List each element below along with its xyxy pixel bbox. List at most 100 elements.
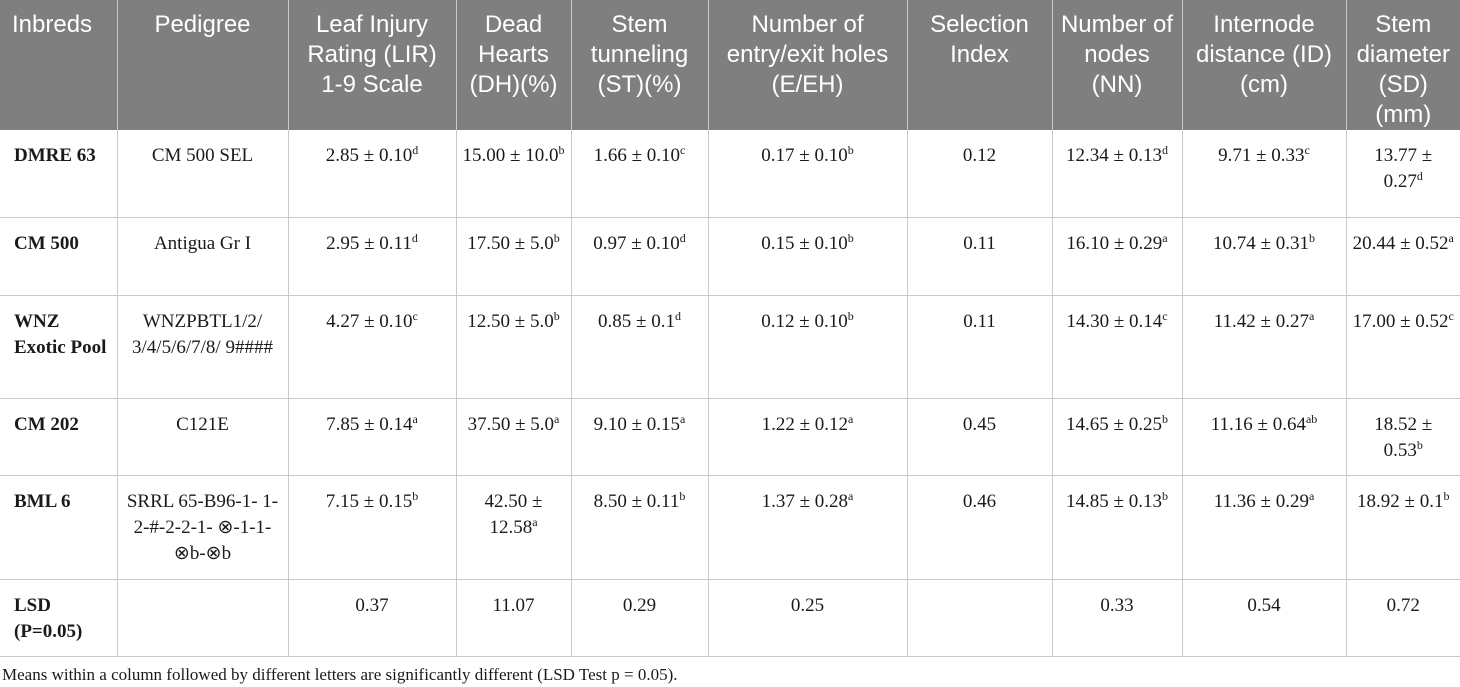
significance-letter: d: [1161, 143, 1168, 157]
cell-lir: 0.37: [288, 579, 457, 657]
significance-letter: a: [554, 411, 560, 426]
value: 20.44 ± 0.52: [1352, 232, 1449, 254]
value: 16.10 ± 0.29: [1066, 232, 1163, 254]
value: 0.17 ± 0.10: [761, 145, 848, 166]
header-entry-exit-holes: Number of entry/exit holes (E/EH): [708, 0, 908, 130]
value: 14.65 ± 0.25: [1066, 413, 1162, 435]
cell-pedigree: WNZPBTL1/2/ 3/4/5/6/7/8/ 9####: [117, 295, 289, 399]
significance-letter: a: [680, 411, 686, 426]
cell-selection-index: 0.45: [907, 398, 1053, 476]
value: 17.50 ± 5.0: [467, 232, 554, 254]
significance-letter: b: [558, 143, 565, 157]
significance-letter: c: [680, 143, 686, 157]
cell-selection-index: 0.11: [907, 217, 1053, 296]
header-leaf-injury-rating: Leaf Injury Rating (LIR) 1-9 Scale: [288, 0, 457, 130]
significance-letter: b: [1161, 488, 1168, 503]
significance-letter: b: [847, 143, 854, 157]
significance-letter: b: [553, 308, 560, 323]
value: 9.10 ± 0.15: [593, 413, 681, 435]
value: 0.54: [1247, 594, 1281, 616]
significance-letter: a: [848, 411, 854, 426]
value: 0.15 ± 0.10: [761, 232, 848, 254]
header-stem-diameter: Stem diameter (SD) (mm): [1346, 0, 1460, 130]
value: 12.34 ± 0.13: [1066, 145, 1162, 166]
value: 0.37: [355, 594, 389, 616]
cell-eeh: 0.17 ± 0.10b: [708, 130, 908, 218]
value: 0.33: [1100, 594, 1134, 616]
significance-letter: d: [412, 143, 419, 157]
significance-letter: a: [1308, 488, 1315, 503]
cell-lir: 7.85 ± 0.14a: [288, 398, 457, 476]
cell-pedigree: C121E: [117, 398, 289, 476]
value: 13.77 ± 0.27: [1374, 145, 1433, 192]
cell-sd: 18.92 ± 0.1b: [1346, 475, 1460, 580]
cell-pedigree: Antigua Gr I: [117, 217, 289, 296]
significance-letter: b: [412, 488, 419, 503]
header-inbreds: Inbreds: [0, 0, 118, 130]
table-row: BML 6 SRRL 65-B96-1- 1-2-#-2-2-1- ⊗-1-1-…: [0, 475, 1460, 580]
cell-st: 9.10 ± 0.15a: [571, 398, 709, 476]
cell-dh: 17.50 ± 5.0b: [456, 217, 572, 296]
significance-letter: a: [848, 488, 854, 503]
significance-letter: b: [847, 308, 854, 323]
significance-letter: b: [1308, 230, 1315, 245]
cell-eeh: 1.37 ± 0.28a: [708, 475, 908, 580]
cell-dh: 11.07: [456, 579, 572, 657]
cell-sd: 20.44 ± 0.52a: [1346, 217, 1460, 296]
header-internode-distance: Internode distance (ID) (cm): [1182, 0, 1347, 130]
value: 0.25: [790, 594, 825, 616]
cell-eeh: 0.25: [708, 579, 908, 657]
value: 11.07: [492, 594, 535, 616]
value: 11.36 ± 0.29: [1213, 490, 1309, 512]
cell-nn: 12.34 ± 0.13d: [1052, 130, 1183, 218]
cell-eeh: 1.22 ± 0.12a: [708, 398, 908, 476]
cell-sd: 18.52 ± 0.53b: [1346, 398, 1460, 476]
table-row: DMRE 63 CM 500 SEL 2.85 ± 0.10d 15.00 ± …: [0, 130, 1460, 218]
cell-st: 0.85 ± 0.1d: [571, 295, 709, 399]
cell-pedigree: [117, 579, 289, 657]
significance-letter: d: [1416, 169, 1423, 183]
cell-id: 11.36 ± 0.29a: [1182, 475, 1347, 580]
value: 2.85 ± 0.10: [325, 145, 413, 166]
value: 18.52 ± 0.53: [1374, 413, 1433, 461]
cell-st: 8.50 ± 0.11b: [571, 475, 709, 580]
cell-selection-index: 0.12: [907, 130, 1053, 218]
cell-nn: 0.33: [1052, 579, 1183, 657]
cell-dh: 37.50 ± 5.0a: [456, 398, 572, 476]
cell-dh: 15.00 ± 10.0b: [456, 130, 572, 218]
cell-sd: 13.77 ± 0.27d: [1346, 130, 1460, 218]
significance-letter: b: [1161, 411, 1168, 426]
value: 0.72: [1386, 594, 1420, 616]
cell-selection-index: 0.46: [907, 475, 1053, 580]
cell-eeh: 0.12 ± 0.10b: [708, 295, 908, 399]
significance-letter: ab: [1305, 411, 1318, 426]
cell-selection-index: 0.11: [907, 295, 1053, 399]
significance-letter: a: [1448, 230, 1454, 245]
value: 10.74 ± 0.31: [1213, 232, 1309, 254]
cell-st: 1.66 ± 0.10c: [571, 130, 709, 218]
table-row: CM 500 Antigua Gr I 2.95 ± 0.11d 17.50 ±…: [0, 217, 1460, 296]
cell-nn: 14.30 ± 0.14c: [1052, 295, 1183, 399]
value: 18.92 ± 0.1: [1357, 490, 1444, 512]
significance-letter: c: [1162, 308, 1168, 323]
significance-letter: c: [412, 308, 418, 323]
value: 1.37 ± 0.28: [761, 490, 849, 512]
cell-lir: 2.85 ± 0.10d: [288, 130, 457, 218]
cell-inbred: CM 500: [0, 217, 118, 296]
significance-letter: a: [1308, 308, 1315, 323]
header-stem-tunneling: Stem tunneling (ST)(%): [571, 0, 709, 130]
cell-dh: 42.50 ± 12.58a: [456, 475, 572, 580]
cell-id: 10.74 ± 0.31b: [1182, 217, 1347, 296]
cell-inbred: DMRE 63: [0, 130, 118, 218]
value: 37.50 ± 5.0: [467, 413, 555, 435]
value: 14.85 ± 0.13: [1066, 490, 1162, 512]
value: 42.50 ± 12.58: [484, 490, 543, 538]
cell-lir: 2.95 ± 0.11d: [288, 217, 457, 296]
header-row: Inbreds Pedigree Leaf Injury Rating (LIR…: [0, 0, 1460, 130]
significance-letter: d: [411, 230, 418, 245]
significance-letter: d: [674, 308, 681, 323]
cell-st: 0.29: [571, 579, 709, 657]
value: 0.97 ± 0.10: [593, 232, 680, 254]
cell-id: 0.54: [1182, 579, 1347, 657]
value: 1.22 ± 0.12: [761, 413, 849, 435]
